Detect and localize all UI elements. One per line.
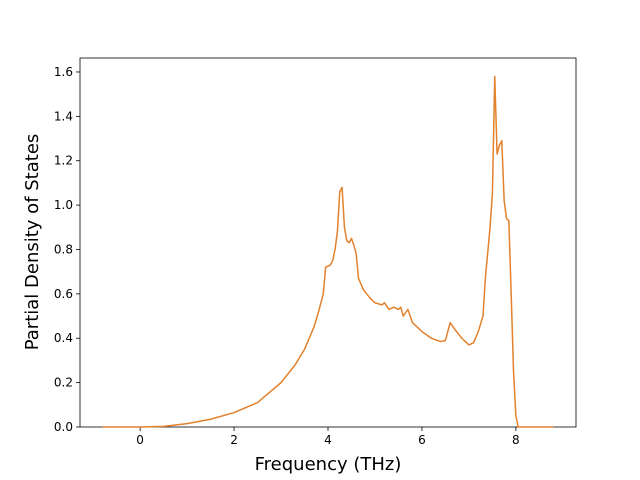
y-tick-label: 0.2 (54, 376, 73, 390)
x-tick-label: 8 (512, 433, 520, 447)
y-tick-label: 1.4 (54, 109, 73, 123)
plot-frame (79, 57, 577, 428)
y-tick-label: 0.4 (54, 331, 73, 345)
y-tick-label: 0.6 (54, 287, 73, 301)
x-tick-label: 2 (230, 433, 238, 447)
x-tick-label: 0 (136, 433, 144, 447)
y-tick-label: 0.8 (54, 242, 73, 256)
x-axis-label: Frequency (THz) (255, 454, 402, 475)
y-axis-label: Partial Density of States (22, 134, 43, 351)
y-tick-label: 0.0 (54, 420, 73, 434)
x-tick-label: 4 (324, 433, 332, 447)
y-tick-label: 1.6 (54, 65, 73, 79)
y-tick-label: 1.0 (54, 198, 73, 212)
data-line (102, 75, 554, 428)
y-tick-label: 1.2 (54, 154, 73, 168)
x-tick-label: 6 (418, 433, 426, 447)
